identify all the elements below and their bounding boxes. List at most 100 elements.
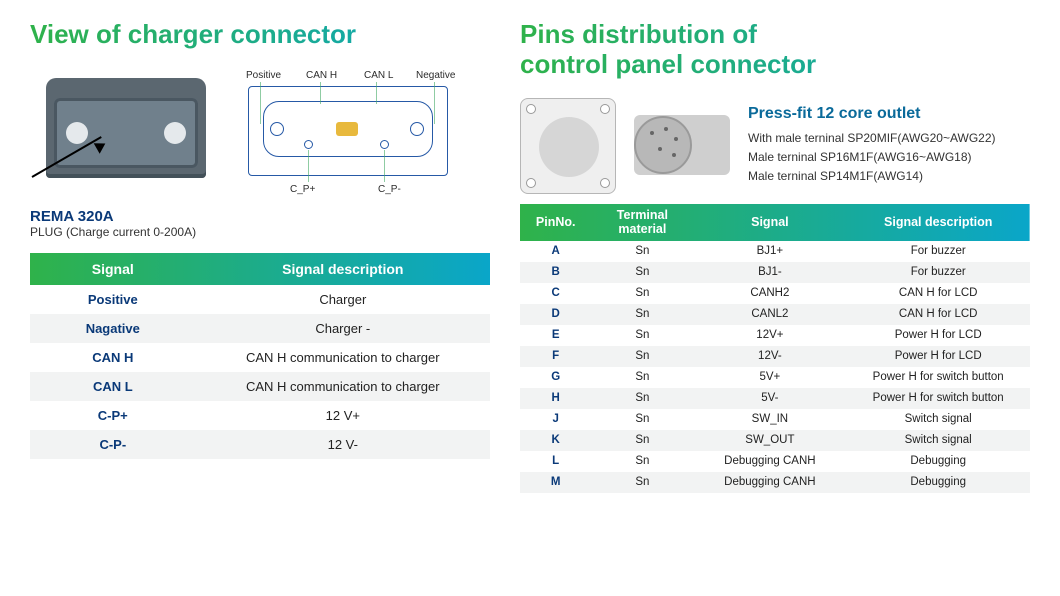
table-cell: SW_OUT bbox=[693, 430, 846, 451]
left-table: SignalSignal description PositiveCharger… bbox=[30, 253, 490, 459]
table-cell: For buzzer bbox=[846, 241, 1030, 262]
table-cell: C bbox=[520, 283, 591, 304]
table-cell: CAN H for LCD bbox=[846, 304, 1030, 325]
table-row: GSn5V+Power H for switch button bbox=[520, 367, 1030, 388]
table-cell: Sn bbox=[591, 451, 693, 472]
diag-label-positive: Positive bbox=[246, 70, 281, 81]
table-cell: Sn bbox=[591, 472, 693, 493]
table-cell: BJ1+ bbox=[693, 241, 846, 262]
press-fit-line: Male terninal SP14M1F(AWG14) bbox=[748, 167, 996, 186]
table-cell: Debugging CANH bbox=[693, 472, 846, 493]
table-cell: C-P- bbox=[30, 430, 196, 459]
left-visual-row: Positive CAN H CAN L Negative C_P+ C_P- bbox=[30, 68, 490, 198]
table-cell: Sn bbox=[591, 367, 693, 388]
right-title-line1: Pins distribution of bbox=[520, 19, 757, 49]
table-cell: 12V- bbox=[693, 346, 846, 367]
table-row: ASnBJ1+For buzzer bbox=[520, 241, 1030, 262]
table-cell: Debugging bbox=[846, 472, 1030, 493]
table-cell: C-P+ bbox=[30, 401, 196, 430]
table-cell: Charger - bbox=[196, 314, 490, 343]
table-row: DSnCANL2CAN H for LCD bbox=[520, 304, 1030, 325]
table-header: Signal description bbox=[196, 253, 490, 285]
table-cell: 12 V+ bbox=[196, 401, 490, 430]
table-cell: Sn bbox=[591, 325, 693, 346]
table-row: MSnDebugging CANHDebugging bbox=[520, 472, 1030, 493]
table-cell: SW_IN bbox=[693, 409, 846, 430]
right-table: PinNo.Terminal materialSignalSignal desc… bbox=[520, 204, 1030, 493]
table-cell: B bbox=[520, 262, 591, 283]
table-cell: H bbox=[520, 388, 591, 409]
table-header: Terminal material bbox=[591, 204, 693, 241]
press-fit-line: Male terninal SP16M1F(AWG16~AWG18) bbox=[748, 148, 996, 167]
table-row: CAN LCAN H communication to charger bbox=[30, 372, 490, 401]
diag-label-canl: CAN L bbox=[364, 70, 393, 81]
table-cell: Nagative bbox=[30, 314, 196, 343]
outlet-square-diagram bbox=[520, 98, 616, 194]
table-cell: Switch signal bbox=[846, 409, 1030, 430]
right-column: Pins distribution of control panel conne… bbox=[520, 20, 1030, 493]
table-row: CAN HCAN H communication to charger bbox=[30, 343, 490, 372]
table-cell: 12 V- bbox=[196, 430, 490, 459]
diag-label-cpm: C_P- bbox=[378, 184, 401, 195]
table-row: PositiveCharger bbox=[30, 285, 490, 314]
connector-photo bbox=[30, 68, 220, 198]
table-cell: Sn bbox=[591, 430, 693, 451]
table-row: CSnCANH2CAN H for LCD bbox=[520, 283, 1030, 304]
left-title: View of charger connector bbox=[30, 20, 490, 50]
page: View of charger connector Positive CAN H bbox=[30, 20, 1030, 493]
table-cell: CAN H for LCD bbox=[846, 283, 1030, 304]
table-cell: Sn bbox=[591, 241, 693, 262]
table-cell: Power H for LCD bbox=[846, 346, 1030, 367]
table-cell: CAN H communication to charger bbox=[196, 372, 490, 401]
table-cell: 12V+ bbox=[693, 325, 846, 346]
table-cell: Sn bbox=[591, 304, 693, 325]
table-cell: Power H for LCD bbox=[846, 325, 1030, 346]
table-cell: CAN H communication to charger bbox=[196, 343, 490, 372]
table-cell: Sn bbox=[591, 388, 693, 409]
table-cell: CAN H bbox=[30, 343, 196, 372]
diag-label-negative: Negative bbox=[416, 70, 455, 81]
diag-label-canh: CAN H bbox=[306, 70, 337, 81]
table-header: Signal description bbox=[846, 204, 1030, 241]
table-row: LSnDebugging CANHDebugging bbox=[520, 451, 1030, 472]
table-cell: Sn bbox=[591, 262, 693, 283]
connector-diagram: Positive CAN H CAN L Negative C_P+ C_P- bbox=[234, 68, 464, 198]
table-cell: CANL2 bbox=[693, 304, 846, 325]
press-fit-block: Press-fit 12 core outlet With male terni… bbox=[748, 105, 996, 187]
table-cell: Switch signal bbox=[846, 430, 1030, 451]
table-cell: M bbox=[520, 472, 591, 493]
table-cell: Positive bbox=[30, 285, 196, 314]
table-cell: K bbox=[520, 430, 591, 451]
right-title-line2: control panel connector bbox=[520, 49, 816, 79]
outlet-round-diagram bbox=[634, 107, 730, 185]
table-cell: Sn bbox=[591, 409, 693, 430]
table-row: HSn5V-Power H for switch button bbox=[520, 388, 1030, 409]
table-row: C-P+12 V+ bbox=[30, 401, 490, 430]
table-cell: D bbox=[520, 304, 591, 325]
table-header: Signal bbox=[693, 204, 846, 241]
table-row: C-P-12 V- bbox=[30, 430, 490, 459]
table-cell: For buzzer bbox=[846, 262, 1030, 283]
table-cell: Debugging bbox=[846, 451, 1030, 472]
table-cell: E bbox=[520, 325, 591, 346]
table-row: BSnBJ1-For buzzer bbox=[520, 262, 1030, 283]
table-cell: J bbox=[520, 409, 591, 430]
table-row: KSnSW_OUTSwitch signal bbox=[520, 430, 1030, 451]
table-cell: Power H for switch button bbox=[846, 367, 1030, 388]
table-cell: Debugging CANH bbox=[693, 451, 846, 472]
connector-model: REMA 320A bbox=[30, 208, 490, 225]
table-row: FSn12V-Power H for LCD bbox=[520, 346, 1030, 367]
press-fit-line: With male terninal SP20MIF(AWG20~AWG22) bbox=[748, 129, 996, 148]
table-cell: Sn bbox=[591, 346, 693, 367]
table-cell: CANH2 bbox=[693, 283, 846, 304]
right-visual-row: Press-fit 12 core outlet With male terni… bbox=[520, 98, 1030, 194]
table-cell: CAN L bbox=[30, 372, 196, 401]
table-cell: F bbox=[520, 346, 591, 367]
table-cell: L bbox=[520, 451, 591, 472]
table-cell: 5V+ bbox=[693, 367, 846, 388]
table-header: PinNo. bbox=[520, 204, 591, 241]
table-cell: BJ1- bbox=[693, 262, 846, 283]
diag-label-cpp: C_P+ bbox=[290, 184, 315, 195]
table-cell: Charger bbox=[196, 285, 490, 314]
table-cell: A bbox=[520, 241, 591, 262]
